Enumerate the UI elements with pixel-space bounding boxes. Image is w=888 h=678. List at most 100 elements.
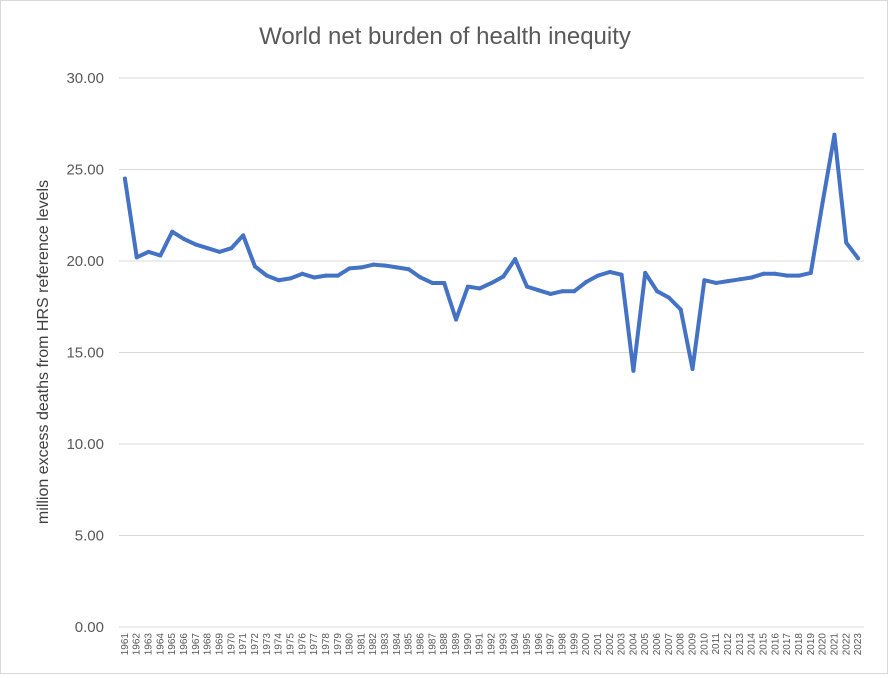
data-point [383, 263, 388, 268]
x-tick-label: 2001 [593, 633, 604, 656]
data-point [773, 271, 778, 276]
data-point [371, 262, 376, 267]
data-point [335, 273, 340, 278]
x-tick-label: 1963 [144, 633, 155, 656]
x-tick-label: 2023 [853, 633, 864, 656]
x-tick-label: 1981 [356, 633, 367, 656]
chart-title: World net burden of health inequity [259, 23, 631, 50]
data-point [631, 368, 636, 373]
x-tick-label: 1990 [463, 633, 474, 656]
x-tick-label: 1992 [487, 633, 498, 656]
data-point [122, 176, 127, 181]
x-tick-label: 1980 [345, 633, 356, 656]
data-point [501, 274, 506, 279]
x-tick-label: 1987 [427, 633, 438, 656]
gridlines [119, 77, 864, 628]
x-tick-label: 2022 [841, 633, 852, 656]
y-tick-label: 25.00 [66, 162, 104, 179]
data-point [170, 229, 175, 234]
data-point [690, 366, 695, 371]
data-point [359, 265, 364, 270]
x-tick-label: 2010 [699, 633, 710, 656]
x-tick-label: 1984 [392, 633, 403, 656]
x-tick-label: 1991 [475, 633, 486, 656]
x-tick-label: 1964 [155, 633, 166, 656]
data-point [761, 271, 766, 276]
x-tick-label: 2009 [688, 633, 699, 656]
data-point [264, 273, 269, 278]
data-point [513, 257, 518, 262]
x-tick-label: 2008 [676, 633, 687, 656]
x-tick-label: 2020 [818, 633, 829, 656]
data-point [832, 132, 837, 137]
x-tick-label: 1986 [416, 633, 427, 656]
x-tick-label: 1968 [203, 633, 214, 656]
data-point [229, 246, 234, 251]
data-point [406, 267, 411, 272]
data-point [193, 242, 198, 247]
x-tick-label: 1999 [569, 633, 580, 656]
x-tick-label: 2012 [723, 633, 734, 656]
data-point [252, 264, 257, 269]
data-point [241, 233, 246, 238]
x-tick-label: 1996 [534, 633, 545, 656]
data-point [796, 273, 801, 278]
x-tick-label: 2002 [605, 633, 616, 656]
x-tick-label: 2007 [664, 633, 675, 656]
x-tick-label: 2014 [747, 633, 758, 656]
data-point [666, 295, 671, 300]
x-tick-label: 1975 [285, 633, 296, 656]
x-tick-label: 2013 [735, 633, 746, 656]
data-point [643, 270, 648, 275]
data-point [560, 289, 565, 294]
data-point [584, 280, 589, 285]
data-point [217, 249, 222, 254]
data-point [418, 275, 423, 280]
x-tick-label: 1965 [167, 633, 178, 656]
data-point [465, 284, 470, 289]
data-point [394, 265, 399, 270]
x-tick-label: 1979 [333, 633, 344, 656]
data-point [454, 317, 459, 322]
data-point [158, 253, 163, 258]
data-point [678, 307, 683, 312]
x-tick-label: 1989 [451, 633, 462, 656]
x-tick-label: 1983 [380, 633, 391, 656]
data-point [442, 280, 447, 285]
data-point [477, 286, 482, 291]
data-point [524, 284, 529, 289]
data-point [134, 255, 139, 260]
y-tick-label: 10.00 [66, 436, 104, 453]
y-tick-labels: 0.00 5.00 10.00 15.00 20.00 25.00 30.00 [66, 70, 104, 636]
x-tick-label: 1976 [297, 633, 308, 656]
x-tick-label: 2021 [829, 633, 840, 656]
x-tick-label: 1962 [132, 633, 143, 656]
x-tick-label: 2015 [758, 633, 769, 656]
x-tick-label: 2005 [640, 633, 651, 656]
data-point [489, 280, 494, 285]
x-tick-label: 1985 [404, 633, 415, 656]
data-point [288, 276, 293, 281]
data-point [430, 280, 435, 285]
x-tick-label: 1973 [262, 633, 273, 656]
x-tick-label: 2003 [617, 633, 628, 656]
data-point [146, 249, 151, 254]
data-point [182, 237, 187, 242]
y-tick-label: 5.00 [75, 528, 104, 545]
x-tick-label: 2017 [782, 633, 793, 656]
data-point [655, 289, 660, 294]
x-tick-label: 2016 [770, 633, 781, 656]
data-point [347, 266, 352, 271]
x-tick-label: 1966 [179, 633, 190, 656]
data-point [312, 275, 317, 280]
data-point [536, 288, 541, 293]
x-tick-labels: 1961 1962 1963 1964 1965 1966 1967 1968 1969 1970… [120, 633, 864, 656]
y-tick-label: 30.00 [66, 70, 104, 87]
x-tick-label: 1969 [215, 633, 226, 656]
x-tick-label: 2000 [581, 633, 592, 656]
data-point [749, 275, 754, 280]
series-layer [122, 132, 861, 373]
x-tick-label: 1995 [522, 633, 533, 656]
data-point [300, 271, 305, 276]
